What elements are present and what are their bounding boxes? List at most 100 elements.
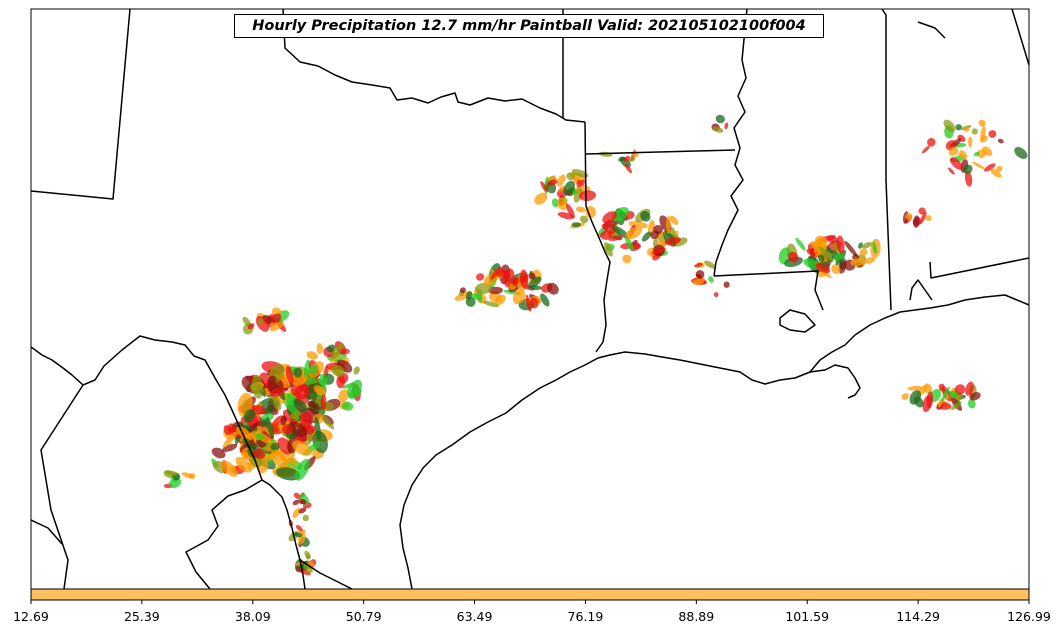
precip-blob xyxy=(973,151,980,157)
precip-blob xyxy=(585,206,596,219)
precip-blob xyxy=(724,122,729,130)
gulf-coastline xyxy=(399,351,861,589)
lake-pontchartrain xyxy=(779,309,816,333)
precip-blob xyxy=(579,190,597,202)
precip-blob xyxy=(1014,146,1028,160)
precip-blob xyxy=(347,379,363,398)
precip-blob xyxy=(304,550,311,559)
precip-blob xyxy=(861,241,873,249)
precip-blob xyxy=(303,562,313,574)
precip-blob xyxy=(273,399,282,411)
rio-grande-border xyxy=(31,335,306,589)
precip-blob xyxy=(476,273,485,281)
precip-blob xyxy=(525,294,532,312)
precip-blob xyxy=(788,251,799,263)
precip-blob xyxy=(270,387,286,397)
precip-blob xyxy=(603,242,613,257)
precip-blob xyxy=(306,351,318,360)
precip-blob xyxy=(298,507,307,514)
precip-blob xyxy=(496,269,507,277)
precip-blob xyxy=(831,264,841,274)
precip-blob xyxy=(250,382,264,395)
ar-la-border xyxy=(585,149,736,155)
la-ms-border xyxy=(713,270,824,311)
mexico-interior-line xyxy=(40,384,84,589)
precip-blob xyxy=(293,367,303,378)
precip-blob xyxy=(919,211,927,225)
precip-blob xyxy=(242,316,251,327)
precip-blob xyxy=(222,431,238,448)
precip-blob xyxy=(988,130,997,138)
precip-blob xyxy=(836,235,845,254)
precip-blob xyxy=(482,300,500,308)
precip-blob xyxy=(529,297,539,309)
boundaries xyxy=(31,9,1029,589)
precip-blob xyxy=(459,287,466,293)
ms-al-border xyxy=(881,9,892,311)
precip-blob xyxy=(650,230,660,240)
colorbar-tick-label: 63.49 xyxy=(456,609,493,624)
precip-blob xyxy=(289,411,301,420)
precip-blob xyxy=(968,136,973,148)
precip-blob xyxy=(844,240,858,257)
precip-blob xyxy=(625,227,642,240)
precip-blob xyxy=(576,179,582,188)
precip-blob xyxy=(255,432,265,440)
precip-blob xyxy=(984,163,996,172)
precip-blob xyxy=(490,266,502,280)
precip-blob xyxy=(859,248,868,257)
precip-blob xyxy=(547,282,559,295)
precip-blob xyxy=(978,119,986,127)
precip-blob xyxy=(268,375,277,384)
precip-blob xyxy=(519,275,528,283)
colorbar-tick-label: 101.59 xyxy=(785,609,830,624)
precip-blob xyxy=(220,460,238,477)
precip-blob xyxy=(692,277,705,285)
precip-blob xyxy=(850,257,866,267)
precip-blob xyxy=(547,179,558,186)
precip-blob xyxy=(922,395,932,413)
precip-blob xyxy=(235,456,252,473)
precip-blob xyxy=(566,203,575,219)
precip-blob xyxy=(330,343,344,360)
colorbar-tick-label: 114.29 xyxy=(896,609,940,624)
precip-blob xyxy=(280,415,287,426)
mississippi-river xyxy=(713,9,748,277)
precip-blob xyxy=(602,211,617,224)
precip-blob xyxy=(294,384,310,400)
precip-blob xyxy=(307,400,320,409)
colorbar-tick-label: 88.89 xyxy=(678,609,715,624)
precip-blob xyxy=(950,401,962,410)
precip-blob xyxy=(579,215,589,224)
precip-blob xyxy=(608,235,623,241)
precip-blob xyxy=(611,207,629,222)
precip-blob xyxy=(901,393,909,400)
precip-blob xyxy=(864,256,876,264)
precip-blob xyxy=(960,125,972,131)
mexico-coast xyxy=(299,559,353,589)
sabine-border xyxy=(584,121,611,353)
precip-blob xyxy=(972,161,986,170)
precip-blob xyxy=(313,385,326,396)
precip-blob xyxy=(948,146,959,156)
nm-border-line xyxy=(31,9,131,200)
precip-blob xyxy=(295,525,303,532)
precip-blob xyxy=(715,114,725,124)
mobile-bay xyxy=(909,279,933,301)
precip-blob xyxy=(858,242,863,249)
precip-blob xyxy=(943,119,956,133)
precip-blob xyxy=(288,421,308,437)
precip-blob xyxy=(965,381,974,396)
precip-blob xyxy=(921,145,930,154)
precip-blob xyxy=(815,263,831,274)
precip-blob xyxy=(563,180,576,196)
precip-blob xyxy=(571,222,581,228)
precip-blob xyxy=(270,321,284,332)
precip-blob xyxy=(270,322,275,329)
precip-blob xyxy=(247,323,255,330)
precip-blob xyxy=(834,253,842,262)
precip-blob xyxy=(948,390,959,399)
precip-blob xyxy=(571,169,589,178)
precip-blob xyxy=(338,389,349,402)
